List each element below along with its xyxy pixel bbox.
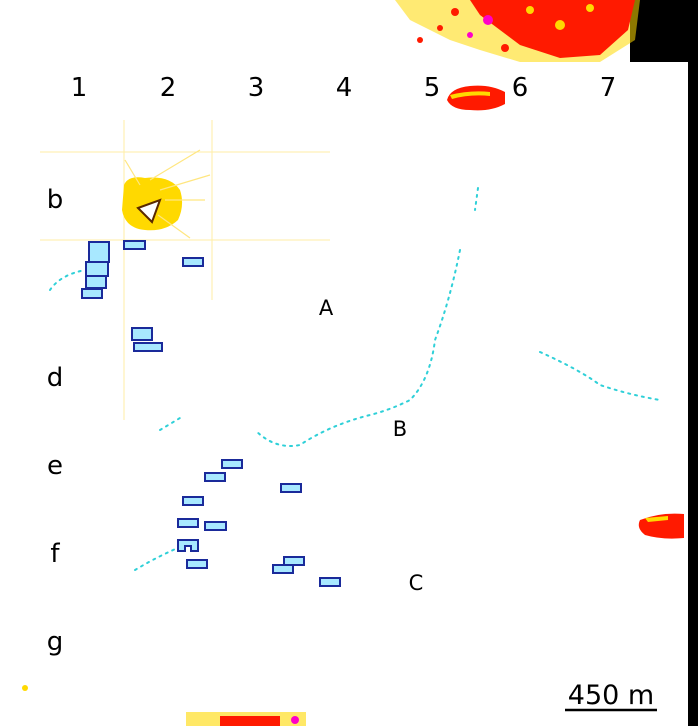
point-label-a: A xyxy=(319,296,334,320)
building xyxy=(272,564,294,574)
column-label-6: 6 xyxy=(512,73,529,103)
building xyxy=(85,275,107,289)
column-label-1: 1 xyxy=(71,73,88,103)
column-label-3: 3 xyxy=(248,73,265,103)
right-dark-edge xyxy=(688,62,698,726)
building xyxy=(204,521,227,531)
column-labels: 1 2 3 4 5 6 7 xyxy=(71,73,617,103)
building xyxy=(182,496,204,506)
heat-blob-top-edge xyxy=(450,91,490,99)
column-label-7: 7 xyxy=(600,73,617,103)
column-label-2: 2 xyxy=(160,73,177,103)
row-labels: b d e f g xyxy=(47,185,64,657)
building xyxy=(280,483,302,493)
row-label-f: f xyxy=(50,539,60,569)
building xyxy=(85,261,109,277)
building xyxy=(319,577,341,587)
faint-grid xyxy=(40,120,330,420)
heat-blob-right-edge xyxy=(645,516,668,522)
column-label-4: 4 xyxy=(336,73,353,103)
row-label-g: g xyxy=(47,627,64,657)
building xyxy=(182,257,204,267)
buildings xyxy=(81,240,341,587)
building xyxy=(131,327,153,341)
scale-bar-label: 450 m xyxy=(568,680,654,711)
building xyxy=(123,240,146,250)
building xyxy=(283,556,305,566)
row-label-e: e xyxy=(47,451,63,481)
building xyxy=(186,559,208,569)
building xyxy=(177,518,199,528)
building xyxy=(204,472,226,482)
point-label-b: B xyxy=(393,417,407,441)
row-label-b: b xyxy=(47,185,64,215)
building xyxy=(133,342,163,352)
top-right-dark-corner xyxy=(630,0,698,62)
heat-blob-top xyxy=(447,85,505,111)
row-label-d: d xyxy=(47,363,64,393)
point-label-c: C xyxy=(409,571,424,595)
building xyxy=(81,288,103,299)
heat-noise-bottom xyxy=(22,685,306,726)
heat-noise-top xyxy=(395,0,640,62)
column-label-5: 5 xyxy=(424,73,441,103)
building xyxy=(88,241,110,263)
building xyxy=(177,539,199,552)
triangle-marker-icon xyxy=(136,198,162,224)
building xyxy=(221,459,243,469)
